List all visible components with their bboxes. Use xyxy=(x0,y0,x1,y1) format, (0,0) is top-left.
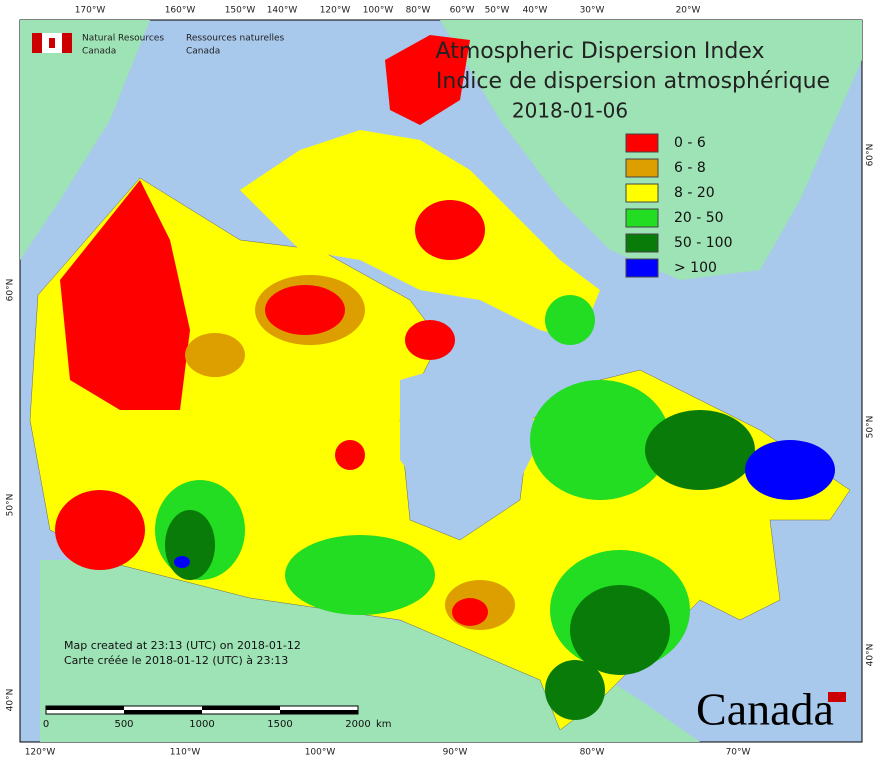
legend-swatch xyxy=(625,183,659,203)
scale-label: 1000 xyxy=(189,719,214,730)
zone-alberta-peak xyxy=(174,556,190,568)
scale-segment xyxy=(124,710,202,714)
latitude-label: 40°N xyxy=(6,689,16,712)
scale-label: 2000 xyxy=(345,719,370,730)
zone-sask xyxy=(335,440,365,470)
zone-labrador-coast xyxy=(745,440,835,500)
longitude-label: 80°W xyxy=(580,748,605,758)
legend-label: 6 - 8 xyxy=(674,160,706,176)
latitude-label: 50°N xyxy=(866,416,876,439)
org-fr: Ressources naturelles xyxy=(186,34,285,44)
created-fr: Carte créée le 2018-01-12 (UTC) à 23:13 xyxy=(64,654,288,667)
legend-swatch xyxy=(625,233,659,253)
legend-swatch xyxy=(625,208,659,228)
longitude-label: 50°W xyxy=(485,6,510,16)
legend-label: 20 - 50 xyxy=(674,210,724,226)
scale-segment xyxy=(202,706,280,710)
longitude-label: 40°W xyxy=(523,6,548,16)
longitude-label: 60°W xyxy=(450,6,475,16)
latitude-label: 60°N xyxy=(866,144,876,167)
longitude-label: 100°W xyxy=(363,6,394,16)
zone-ontario-core xyxy=(452,598,488,626)
flag-bar xyxy=(62,33,72,53)
zone-alberta-core xyxy=(165,510,215,580)
scale-label: 0 xyxy=(43,719,49,730)
zone-bc xyxy=(55,490,145,570)
legend-label: > 100 xyxy=(674,260,717,276)
zone-south-ontario xyxy=(545,660,605,720)
longitude-label: 100°W xyxy=(305,748,336,758)
zone-northwest xyxy=(60,180,190,410)
longitude-label: 140°W xyxy=(267,6,298,16)
longitude-label: 30°W xyxy=(580,6,605,16)
org-fr-2: Canada xyxy=(186,47,220,57)
scale-segment xyxy=(46,706,124,710)
longitude-label: 110°W xyxy=(170,748,201,758)
longitude-label: 170°W xyxy=(75,6,106,16)
zone-quebec xyxy=(530,380,670,500)
scale-bar xyxy=(45,705,359,715)
zone-foxe xyxy=(405,320,455,360)
legend-label: 50 - 100 xyxy=(674,235,733,251)
wordmark-flag xyxy=(828,692,846,702)
hudson-bay xyxy=(400,360,540,500)
legend-swatch xyxy=(625,158,659,178)
title-fr: Indice de dispersion atmosphérique xyxy=(436,69,830,94)
title-en: Atmospheric Dispersion Index xyxy=(436,39,765,64)
flag-leaf xyxy=(49,38,55,48)
latitude-label: 40°N xyxy=(866,644,876,667)
org-en: Natural Resources xyxy=(82,34,164,44)
canada xyxy=(29,35,851,731)
wordmark: Canada xyxy=(696,684,834,735)
scale-label: 500 xyxy=(114,719,133,730)
longitude-label: 150°W xyxy=(225,6,256,16)
zone-st-lawrence-core xyxy=(570,585,670,675)
legend-label: 8 - 20 xyxy=(674,185,715,201)
longitude-label: 70°W xyxy=(726,748,751,758)
scale-label: 1500 xyxy=(267,719,292,730)
org-en-2: Canada xyxy=(82,47,116,57)
scale-segment xyxy=(280,710,358,714)
longitude-label: 160°W xyxy=(165,6,196,16)
usa xyxy=(40,560,700,742)
zone-prairies xyxy=(285,535,435,615)
alaska xyxy=(20,20,150,260)
legend-swatch xyxy=(625,133,659,153)
legend-swatch xyxy=(625,258,659,278)
legend-label: 0 - 6 xyxy=(674,135,706,151)
longitude-label: 90°W xyxy=(443,748,468,758)
created-en: Map created at 23:13 (UTC) on 2018-01-12 xyxy=(64,639,301,652)
zone-baffin xyxy=(415,200,485,260)
zone-slave xyxy=(185,333,245,377)
longitude-label: 20°W xyxy=(676,6,701,16)
longitude-label: 80°W xyxy=(406,6,431,16)
zone-labrador xyxy=(645,410,755,490)
nrcan-flag xyxy=(32,33,72,53)
zone-ungava xyxy=(545,295,595,345)
longitude-label: 120°W xyxy=(320,6,351,16)
latitude-label: 60°N xyxy=(6,279,16,302)
zone-nunavut-core xyxy=(265,285,345,335)
ellesmere xyxy=(385,35,470,125)
flag-bar xyxy=(32,33,42,53)
longitude-label: 120°W xyxy=(25,748,56,758)
title-date: 2018-01-06 xyxy=(512,99,628,123)
latitude-label: 50°N xyxy=(6,494,16,517)
scale-unit: km xyxy=(376,719,392,730)
